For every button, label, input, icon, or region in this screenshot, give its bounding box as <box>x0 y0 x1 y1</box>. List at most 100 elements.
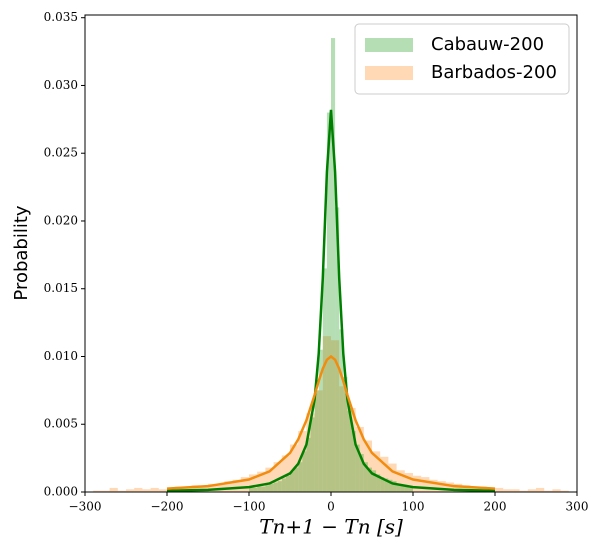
histogram-bar <box>367 467 372 492</box>
histogram-bar <box>560 490 569 492</box>
y-tick-label: 0.030 <box>44 78 78 92</box>
fit-curve <box>166 354 496 490</box>
y-tick-label: 0.015 <box>44 281 78 295</box>
legend-swatch <box>365 38 413 52</box>
histogram-bar <box>347 410 352 492</box>
legend-box <box>354 23 570 95</box>
histogram-bar <box>290 471 295 492</box>
histogram-bar <box>408 487 413 492</box>
histogram-bar <box>265 485 270 492</box>
histogram-bar <box>269 483 274 492</box>
histogram-bar <box>421 477 430 492</box>
histogram-bar <box>552 489 561 492</box>
histogram-bar <box>462 485 471 492</box>
histogram-bar <box>404 473 413 492</box>
histogram-bar <box>322 336 331 492</box>
histogram-bar <box>281 478 286 492</box>
histogram-bar <box>454 483 463 492</box>
histogram-bar <box>339 386 348 492</box>
legend-swatch <box>365 66 413 80</box>
histogram-bar <box>372 470 377 492</box>
histogram-bar <box>117 490 126 492</box>
legend-label: Barbados-200 <box>431 62 557 83</box>
histogram-bar <box>322 268 327 492</box>
x-tick-label: −100 <box>233 500 266 514</box>
histogram-bar <box>503 489 512 492</box>
histogram-bar <box>273 462 282 492</box>
histogram-bar <box>384 478 389 492</box>
histogram-bar <box>339 329 344 492</box>
histogram-bar <box>257 471 266 492</box>
histogram-bar <box>335 207 340 492</box>
histogram-bar <box>253 487 258 492</box>
histogram-bar <box>249 487 254 492</box>
x-tick-label: 200 <box>484 500 507 514</box>
histogram-bar <box>285 475 290 492</box>
histogram-bar <box>232 479 241 492</box>
histogram-bar <box>388 479 393 492</box>
histogram-bar <box>134 487 143 492</box>
histogram-bar <box>310 417 315 492</box>
histogram-bar <box>527 489 536 492</box>
histogram-bar <box>281 455 290 492</box>
y-tick-label: 0.010 <box>44 349 78 363</box>
histogram-bar <box>404 486 409 492</box>
y-tick-label: 0.005 <box>44 417 78 431</box>
histogram-bar <box>343 376 348 492</box>
histogram-bar <box>306 437 311 492</box>
histogram-bar <box>363 440 372 492</box>
histogram-bar <box>359 454 364 492</box>
histogram-bar <box>351 431 356 492</box>
histogram-bar <box>380 477 385 492</box>
histogram-bar <box>261 486 266 492</box>
histogram-bar <box>495 487 504 492</box>
y-tick-label: 0.035 <box>44 10 78 24</box>
histogram-bar <box>318 349 323 492</box>
histogram-bar <box>298 431 307 492</box>
histogram-bar <box>544 490 553 492</box>
histogram-bar <box>536 487 545 492</box>
histogram-bar <box>191 485 200 492</box>
histogram-bar <box>208 483 217 492</box>
histogram-bar <box>511 489 520 492</box>
histogram-bar <box>294 467 299 492</box>
histogram-bar <box>400 485 405 492</box>
histogram-bar <box>249 474 258 492</box>
histogram-bar <box>265 467 274 492</box>
histogram-bar <box>314 390 319 492</box>
histogram-bar <box>306 413 315 492</box>
histogram-bar <box>445 482 454 492</box>
histogram-bar <box>376 474 381 492</box>
histogram-bar <box>331 38 336 493</box>
x-tick-label: 300 <box>566 500 589 514</box>
histogram-bar <box>93 490 102 492</box>
y-tick-label: 0.020 <box>44 213 78 227</box>
x-tick-label: −200 <box>151 500 184 514</box>
histogram-bar <box>380 456 389 492</box>
histogram-bar <box>273 482 278 492</box>
y-axis-label: Probability <box>11 205 32 300</box>
histogram-bar <box>240 477 249 492</box>
x-tick-label: 0 <box>327 500 335 514</box>
histogram-bar <box>413 475 422 492</box>
histogram-bar <box>257 486 262 492</box>
histogram-bar <box>396 470 405 492</box>
histogram-bar <box>109 487 118 492</box>
histogram-bar <box>388 463 397 492</box>
x-axis-label: Tn+1 − Tn [s] <box>259 515 403 539</box>
histogram-bar <box>519 490 528 492</box>
histogram-bar <box>392 481 397 492</box>
histogram-bar <box>326 112 331 493</box>
histogram-bar <box>224 481 233 492</box>
histogram-bar <box>347 407 356 492</box>
histogram-bar <box>372 451 381 492</box>
histogram-bar <box>298 462 303 492</box>
histogram-bar <box>396 483 401 492</box>
histogram-bar <box>355 444 360 492</box>
x-tick-label: −300 <box>69 500 102 514</box>
histogram-bar <box>150 487 159 492</box>
legend-label: Cabauw-200 <box>431 34 544 55</box>
histogram-bar <box>331 340 340 492</box>
histogram-bar <box>437 481 446 492</box>
